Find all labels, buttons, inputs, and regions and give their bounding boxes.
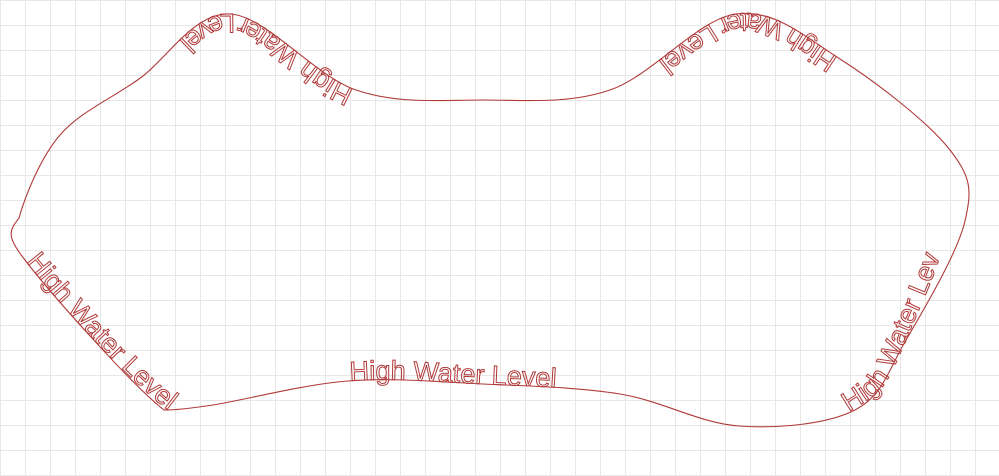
svg-text:High Water Level: High Water Level — [174, 8, 356, 111]
svg-text:High Water Level: High Water Level — [21, 246, 183, 415]
svg-text:High Water Level: High Water Level — [654, 7, 841, 80]
svg-text:High Water Level: High Water Level — [349, 356, 558, 394]
